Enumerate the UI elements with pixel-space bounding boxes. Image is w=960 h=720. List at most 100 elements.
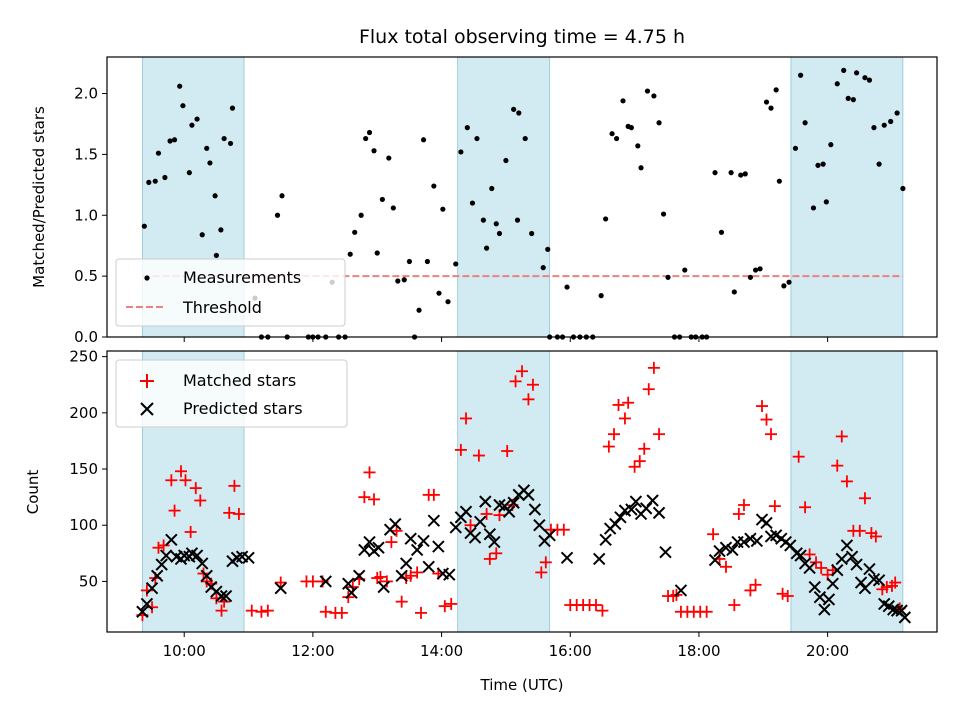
measurement-point (603, 216, 609, 222)
legend-label-predicted-stars: Predicted stars (183, 399, 303, 418)
top-y-tick-label: 1.5 (74, 145, 98, 163)
predicted-star-point (427, 514, 441, 527)
matched-star-point (245, 604, 258, 617)
predicted-star-point (150, 569, 164, 583)
measurement-point (613, 135, 620, 142)
predicted-star-point (726, 543, 739, 557)
predicted-star-point (395, 569, 408, 583)
top-y-tick-label: 0.5 (74, 267, 98, 285)
measurement-point (752, 267, 759, 273)
measurement-point (834, 81, 840, 87)
predicted-star-point (863, 562, 876, 576)
predicted-star-point (599, 533, 612, 547)
x-tick-label: 12:00 (291, 642, 334, 660)
predicted-star-point (155, 558, 168, 571)
bottom-y-tick-label: 50 (79, 572, 98, 590)
measurement-point (395, 278, 401, 284)
predicted-star-point (410, 543, 424, 557)
measurement-point (516, 110, 522, 116)
measurement-point (651, 93, 657, 99)
measurement-point (545, 246, 551, 252)
matched-star-point (776, 587, 789, 600)
predicted-star-point (274, 581, 287, 595)
measurement-point (845, 95, 851, 101)
predicted-star-point (522, 488, 535, 502)
measurement-point (199, 232, 205, 238)
measurement-point (841, 67, 847, 73)
measurement-point (274, 212, 281, 218)
measurement-point (529, 230, 535, 237)
matched-star-point (501, 445, 514, 458)
measurement-point (511, 106, 517, 112)
matched-star-point (363, 466, 376, 479)
measurement-point (180, 103, 186, 109)
predicted-star-point (898, 611, 912, 624)
matched-star-point (274, 576, 287, 589)
predicted-star-point (389, 517, 402, 531)
observing-band (457, 350, 551, 633)
matched-star-point (700, 605, 713, 618)
measurement-point (820, 161, 826, 167)
matched-star-point (215, 604, 228, 617)
predicted-star-point (674, 584, 688, 597)
matched-star-point (189, 482, 202, 495)
matched-star-point (223, 506, 236, 519)
measurement-point (810, 205, 817, 211)
measurement-point (347, 251, 353, 257)
predicted-star-point (528, 503, 542, 516)
measurement-point (406, 258, 413, 265)
measurement-point (152, 178, 158, 184)
measurement-point (564, 284, 570, 290)
matched-star-point (380, 575, 393, 588)
matched-star-point (618, 412, 631, 425)
predicted-star-point (319, 575, 332, 588)
predicted-star-point (377, 580, 390, 594)
predicted-star-point (242, 551, 255, 565)
measurement-point (797, 72, 804, 78)
measurement-point (162, 174, 168, 181)
matched-star-point (165, 474, 178, 487)
predicted-star-point (713, 544, 726, 558)
measurement-point (781, 283, 787, 289)
matched-star-point (516, 365, 528, 378)
measurement-point (815, 162, 821, 168)
measurement-point (146, 179, 152, 185)
predicted-star-point (219, 589, 233, 603)
predicted-star-point (215, 589, 228, 603)
x-tick-label: 16:00 (549, 642, 592, 660)
predicted-star-point (200, 569, 213, 583)
predicted-star-point (404, 532, 417, 545)
matched-star-point (232, 507, 245, 520)
legend-marker-predicted-stars (140, 402, 154, 416)
measurement-point (445, 299, 451, 305)
predicted-star-point (345, 586, 358, 599)
measurement-point (862, 75, 868, 81)
measurement-point (279, 193, 285, 199)
matched-star-point (411, 566, 424, 579)
measurement-point (189, 122, 195, 128)
bottom-y-tick-label: 150 (69, 460, 98, 478)
matched-star-point (815, 561, 828, 574)
matched-star-point (732, 507, 745, 520)
matched-star-point (184, 525, 197, 538)
measurement-point (227, 140, 234, 147)
matched-star-point (522, 393, 535, 406)
predicted-star-point (629, 495, 643, 508)
matched-star-point (889, 576, 902, 589)
measurement-point (768, 105, 774, 111)
measurement-point (888, 118, 894, 125)
measurement-point (514, 217, 521, 223)
matched-star-point (831, 459, 844, 472)
measurement-point (469, 200, 476, 206)
matched-star-point (483, 552, 496, 565)
predicted-star-point (459, 505, 473, 518)
measurement-point (757, 266, 763, 272)
measurement-point (866, 77, 873, 83)
matched-star-point (728, 599, 741, 612)
measurement-point (489, 185, 495, 192)
predicted-star-point (372, 541, 385, 554)
measurement-point (352, 229, 358, 235)
matched-star-point (255, 605, 268, 618)
measurement-point (141, 223, 147, 229)
